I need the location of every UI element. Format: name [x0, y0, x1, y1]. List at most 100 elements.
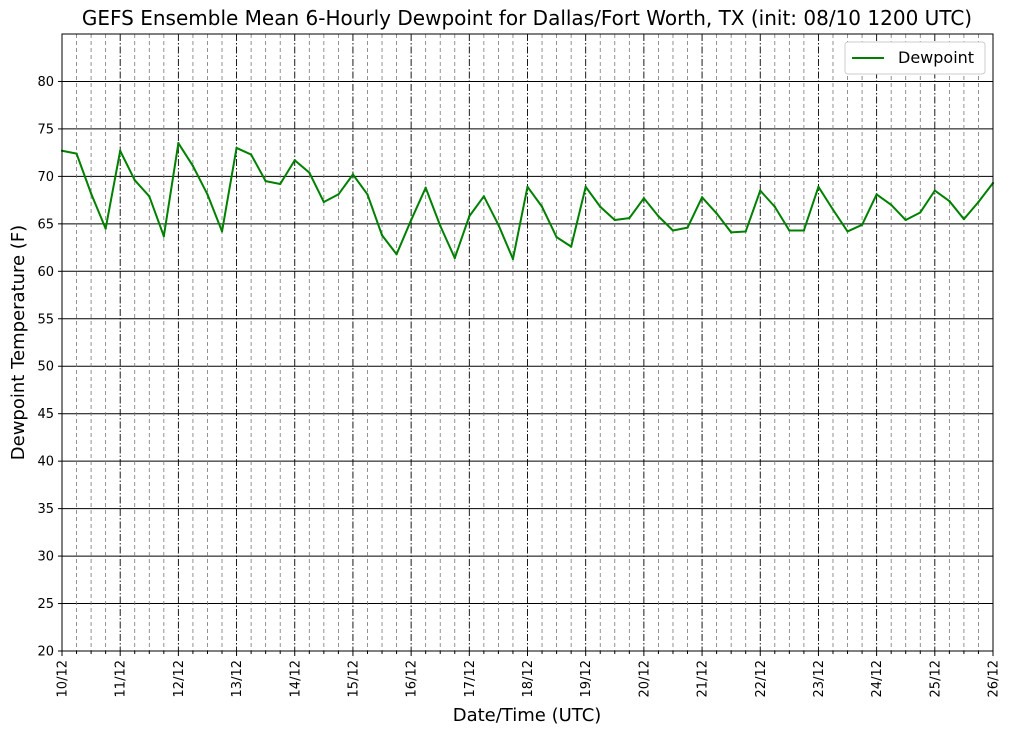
data-point	[235, 146, 238, 150]
data-point	[497, 223, 500, 226]
x-tick-label: 23/12	[812, 660, 827, 697]
data-point	[875, 193, 878, 196]
legend: Dewpoint	[844, 41, 986, 75]
x-tick-label: 24/12	[870, 660, 885, 697]
data-point	[148, 195, 151, 198]
data-point	[293, 159, 296, 162]
data-point	[351, 173, 355, 176]
data-point	[686, 226, 689, 229]
legend-label-dewpoint: Dewpoint	[898, 48, 974, 67]
data-point	[308, 171, 311, 174]
data-point	[322, 200, 325, 204]
data-point	[628, 217, 631, 220]
data-point	[424, 186, 427, 189]
data-point	[453, 256, 456, 260]
x-tick-label: 10/12	[56, 660, 71, 697]
data-point	[671, 229, 675, 232]
x-tick-label: 13/12	[230, 660, 245, 697]
x-tick-label: 26/12	[987, 660, 1002, 697]
data-point	[119, 149, 122, 152]
x-tick-label: 18/12	[521, 660, 536, 697]
data-point	[526, 185, 529, 188]
y-tick-label: 45	[37, 407, 54, 422]
y-tick-label: 25	[37, 597, 54, 612]
data-point	[337, 193, 340, 196]
data-point	[250, 153, 253, 156]
data-point	[788, 229, 791, 232]
data-point	[439, 224, 442, 227]
data-point	[904, 218, 907, 222]
data-point	[279, 182, 282, 186]
y-tick-label: 60	[37, 265, 54, 280]
data-point	[831, 208, 835, 211]
data-point	[511, 257, 515, 261]
data-point	[177, 142, 180, 145]
data-point	[584, 185, 587, 188]
data-point	[395, 253, 398, 256]
x-tick-label: 25/12	[928, 660, 943, 697]
x-tick-label: 19/12	[579, 660, 594, 697]
y-tick-label: 35	[37, 502, 54, 517]
data-point	[817, 185, 820, 188]
x-tick-label: 22/12	[754, 660, 769, 697]
data-point	[75, 152, 78, 155]
data-point	[759, 189, 762, 192]
data-point	[744, 230, 747, 233]
data-point	[599, 205, 602, 208]
plot-area	[60, 142, 995, 261]
data-point	[133, 179, 136, 182]
data-point	[977, 200, 980, 204]
data-point	[220, 230, 224, 233]
data-point	[570, 245, 573, 248]
data-point	[860, 223, 864, 226]
data-point	[919, 211, 922, 214]
x-axis-label: Date/Time (UTC)	[453, 705, 602, 726]
y-tick-label: 20	[37, 645, 54, 660]
data-point	[948, 199, 951, 203]
y-axis-label: Dewpoint Temperature (F)	[8, 225, 29, 460]
data-point	[730, 231, 733, 234]
data-point	[89, 192, 93, 195]
data-point	[933, 189, 936, 192]
data-point	[468, 215, 471, 218]
x-tick-label: 12/12	[172, 660, 187, 697]
x-tick-label: 14/12	[288, 660, 303, 697]
y-tick-label: 70	[37, 170, 54, 185]
y-tick-label: 75	[37, 122, 54, 137]
y-tick-label: 65	[37, 217, 54, 232]
y-tick-label: 80	[37, 75, 54, 90]
y-tick-label: 50	[37, 360, 54, 375]
x-tick-label: 16/12	[405, 660, 420, 697]
data-point	[657, 215, 660, 218]
data-point	[642, 197, 645, 200]
data-point	[715, 212, 718, 215]
data-point	[555, 236, 558, 239]
x-tick-label: 15/12	[346, 660, 361, 697]
data-point	[162, 235, 165, 238]
y-tick-label: 55	[37, 312, 54, 327]
x-tick-label: 11/12	[114, 660, 129, 697]
data-point	[773, 205, 776, 208]
data-point	[802, 229, 805, 232]
x-tick-label: 20/12	[637, 660, 652, 697]
axis-ticks: 20 25 30 35 40 45 50 55 60 65 70 75 80 10/12 11/12 12/1…	[37, 75, 1001, 698]
data-point	[846, 230, 849, 233]
data-point	[104, 227, 107, 230]
chart-title: GEFS Ensemble Mean 6-Hourly Dewpoint for…	[82, 6, 972, 30]
x-tick-label: 21/12	[696, 660, 711, 697]
data-point	[890, 203, 893, 206]
data-point	[613, 218, 616, 222]
data-point	[700, 196, 704, 199]
data-point	[482, 195, 485, 198]
y-tick-label: 30	[37, 550, 54, 565]
data-point	[962, 218, 966, 221]
data-point	[191, 164, 195, 168]
legend-box	[844, 41, 986, 75]
y-tick-label: 40	[37, 455, 54, 470]
data-point	[410, 218, 413, 222]
grid-lines	[61, 34, 994, 652]
data-point	[264, 180, 267, 183]
x-tick-label: 17/12	[463, 660, 478, 697]
data-point	[540, 205, 544, 208]
